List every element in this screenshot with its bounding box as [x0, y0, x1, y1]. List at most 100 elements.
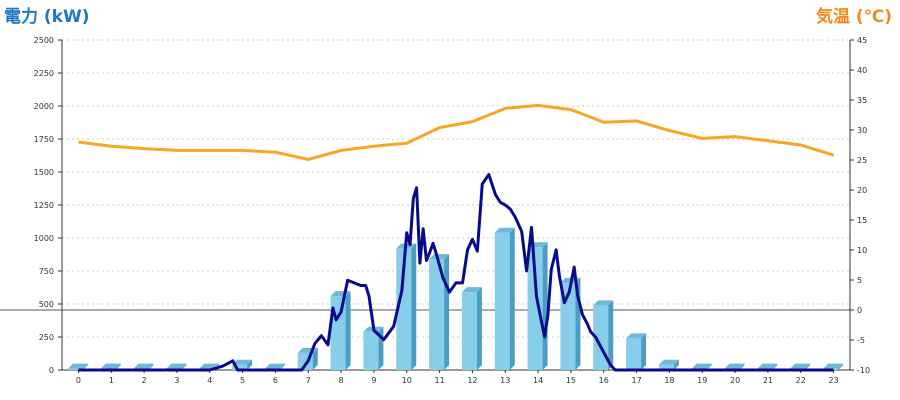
- left-tick-label: 1500: [34, 168, 54, 177]
- bar-side: [509, 227, 515, 370]
- x-tick-label: 0: [76, 376, 81, 385]
- x-tick-label: 6: [273, 376, 278, 385]
- bars: [67, 227, 844, 370]
- bar-side: [82, 363, 88, 370]
- x-tick-label: 12: [467, 376, 477, 385]
- x-tick-label: 4: [207, 376, 212, 385]
- bar-front: [527, 247, 543, 370]
- left-axis-label: 電力 (kW): [4, 7, 90, 27]
- bar-top: [100, 363, 121, 369]
- x-tick-label: 16: [599, 376, 609, 385]
- bar-side: [542, 242, 548, 370]
- left-tick-label: 250: [39, 333, 54, 342]
- bar-top: [823, 363, 844, 369]
- right-tick-label: 25: [857, 156, 867, 165]
- bar-side: [411, 243, 417, 370]
- bar-side: [148, 363, 154, 370]
- right-tick-label: -10: [857, 366, 870, 375]
- right-tick-label: 20: [857, 186, 867, 195]
- x-tick-label: 13: [500, 376, 510, 385]
- bar-top: [133, 363, 154, 369]
- bar: [429, 254, 450, 370]
- bar: [232, 359, 253, 370]
- bar-front: [429, 259, 445, 370]
- ticks: 02505007501000125015001750200022502500-1…: [34, 36, 870, 385]
- grid: [62, 39, 850, 338]
- bar-top: [232, 359, 253, 365]
- axes: [0, 39, 854, 373]
- right-tick-label: 5: [857, 276, 862, 285]
- left-tick-label: 750: [39, 267, 54, 276]
- x-tick-label: 10: [402, 376, 412, 385]
- bar-top: [757, 363, 778, 369]
- bar-front: [67, 368, 83, 370]
- bar-side: [641, 333, 647, 370]
- bar-side: [805, 363, 811, 370]
- bar-side: [444, 254, 450, 370]
- bar-side: [247, 359, 253, 370]
- bar-front: [658, 364, 674, 370]
- left-tick-label: 2250: [34, 69, 54, 78]
- bar-side: [115, 363, 121, 370]
- x-tick-label: 19: [697, 376, 707, 385]
- right-axis-label: 気温 (℃): [815, 7, 892, 27]
- right-tick-label: -5: [857, 336, 865, 345]
- left-tick-label: 1750: [34, 135, 54, 144]
- bar: [658, 359, 679, 370]
- bar-side: [181, 363, 187, 370]
- right-tick-label: 40: [857, 66, 867, 75]
- x-tick-label: 17: [631, 376, 641, 385]
- bar-side: [772, 363, 778, 370]
- bar: [494, 227, 515, 370]
- bar: [593, 300, 614, 370]
- left-tick-label: 500: [39, 300, 54, 309]
- right-tick-label: 0: [857, 306, 862, 315]
- x-tick-label: 18: [664, 376, 674, 385]
- right-tick-label: 35: [857, 96, 867, 105]
- bar-top: [626, 333, 647, 339]
- left-tick-label: 2000: [34, 102, 54, 111]
- bar-front: [363, 331, 379, 370]
- left-tick-label: 1250: [34, 201, 54, 210]
- bar-front: [560, 282, 576, 370]
- bar: [363, 326, 384, 370]
- bar: [626, 333, 647, 370]
- bar-top: [461, 287, 482, 293]
- bar-front: [232, 364, 248, 370]
- x-tick-label: 1: [109, 376, 114, 385]
- right-tick-label: 30: [857, 126, 867, 135]
- x-tick-label: 5: [240, 376, 245, 385]
- bar-top: [264, 363, 285, 369]
- x-tick-label: 7: [306, 376, 311, 385]
- bar-front: [626, 338, 642, 370]
- bar-top: [67, 363, 88, 369]
- bar-side: [279, 363, 285, 370]
- bar-side: [312, 347, 318, 370]
- bar-top: [429, 254, 450, 260]
- bar-side: [739, 363, 745, 370]
- x-tick-label: 22: [796, 376, 806, 385]
- right-tick-label: 15: [857, 216, 867, 225]
- lines: [78, 103, 835, 372]
- temperature-line: [78, 103, 835, 161]
- bar-side: [673, 359, 679, 370]
- bar-side: [476, 287, 482, 370]
- bar: [330, 291, 351, 370]
- right-tick-label: 45: [857, 36, 867, 45]
- x-tick-label: 3: [174, 376, 179, 385]
- left-tick-label: 1000: [34, 234, 54, 243]
- x-tick-label: 14: [533, 376, 543, 385]
- x-tick-label: 21: [763, 376, 773, 385]
- bar-top: [593, 300, 614, 306]
- right-tick-label: 10: [857, 246, 867, 255]
- bar-top: [691, 363, 712, 369]
- bar-top: [790, 363, 811, 369]
- x-tick-label: 2: [142, 376, 147, 385]
- left-tick-label: 2500: [34, 36, 54, 45]
- x-tick-label: 9: [371, 376, 376, 385]
- bar-side: [608, 300, 614, 370]
- bar-side: [838, 363, 844, 370]
- power-line: [78, 173, 834, 372]
- bar: [67, 363, 88, 370]
